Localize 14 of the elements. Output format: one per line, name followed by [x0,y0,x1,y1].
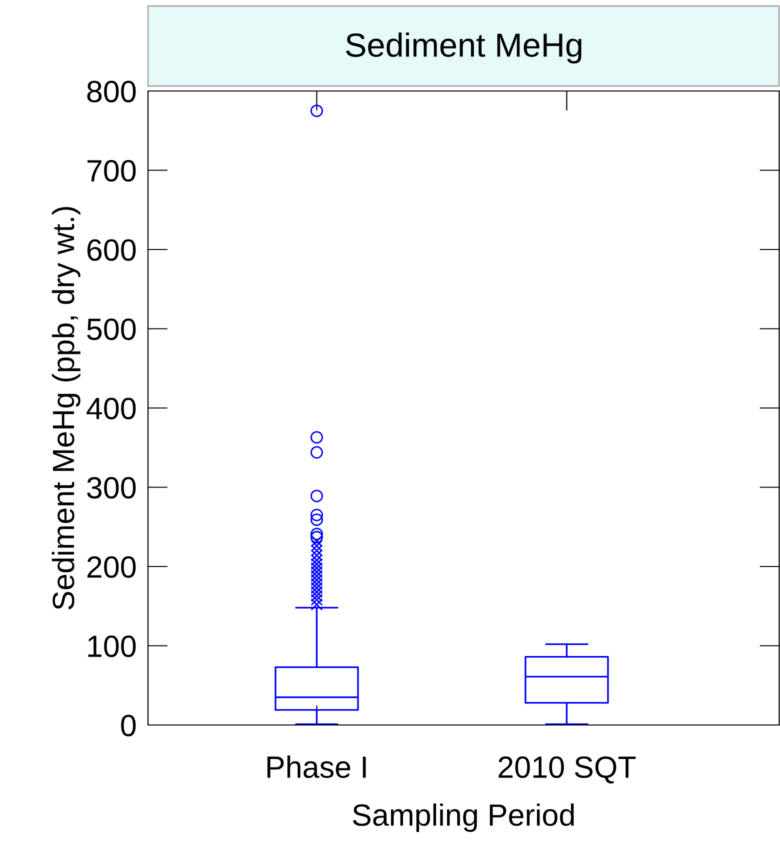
y-tick-label: 0 [121,714,136,736]
y-axis-title: Sediment MeHg (ppb, dry wt.) [52,206,80,610]
y-tick-label: 800 [87,80,136,102]
y-tick-label: 100 [88,635,136,658]
x-tick-label: 2010 SQT [498,756,636,784]
x-tick-label: Phase I [267,756,366,778]
x-axis-title: Sampling Period [352,803,574,832]
y-tick-label: 500 [87,318,136,340]
y-tick-label: 300 [87,476,136,499]
y-tick-label: 200 [87,556,136,578]
y-tick-label: 600 [87,239,136,261]
y-tick-label: 700 [87,160,136,182]
y-tick-label: 400 [86,398,136,420]
chart-title: Sediment MeHg [346,32,582,64]
